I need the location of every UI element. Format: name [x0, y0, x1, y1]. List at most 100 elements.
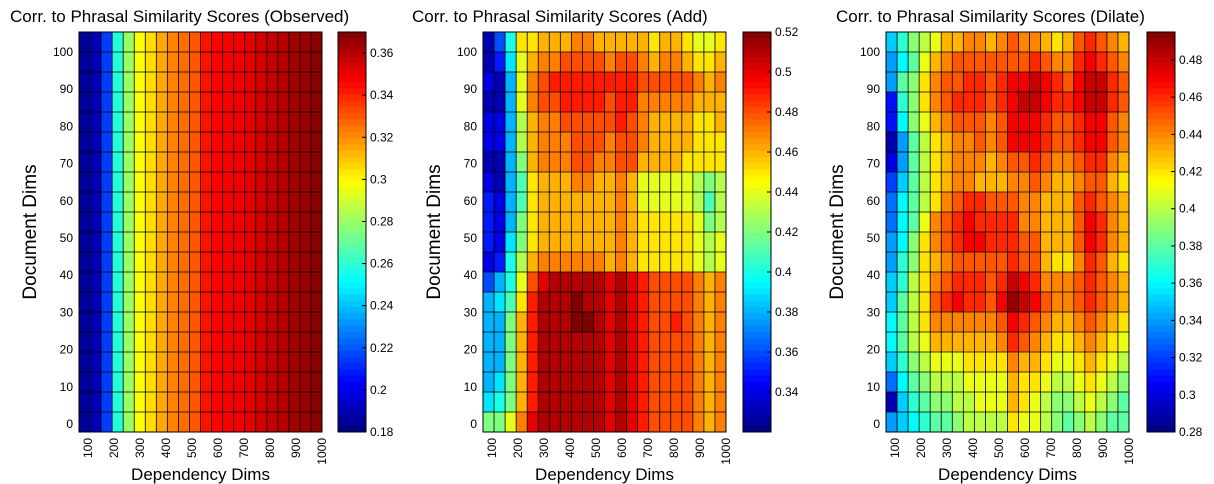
heatmap-cell: [582, 132, 594, 153]
heatmap-cell: [90, 52, 102, 73]
colorbar-tick-label: 0.48: [775, 105, 799, 119]
heatmap-cell: [560, 212, 572, 233]
heatmap-cell: [571, 312, 583, 333]
colorbar-band: [338, 269, 366, 277]
heatmap-cell: [593, 232, 605, 253]
heatmap-cell: [277, 372, 290, 393]
heatmap-cell: [930, 132, 942, 153]
y-tick-label: 100: [860, 45, 880, 59]
heatmap-cell: [79, 372, 91, 393]
heatmap-cell: [919, 272, 931, 293]
heatmap-cell: [1106, 92, 1119, 113]
heatmap-cell: [886, 412, 898, 433]
heatmap-cell: [266, 192, 279, 213]
heatmap-cell: [637, 192, 650, 213]
heatmap-cell: [134, 232, 146, 253]
heatmap-cell: [637, 152, 650, 173]
heatmap-cell: [714, 252, 727, 273]
colorbar-band: [338, 419, 366, 427]
heatmap-cell: [222, 272, 235, 293]
heatmap-cell: [288, 312, 301, 333]
heatmap-cell: [233, 72, 246, 93]
heatmap-cell: [266, 292, 279, 313]
chart-title: Corr. to Phrasal Similarity Scores (Add): [412, 7, 708, 26]
heatmap-cell: [123, 372, 135, 393]
heatmap-cell: [156, 212, 168, 233]
heatmap-cell: [974, 172, 986, 193]
heatmap-cell: [670, 212, 683, 233]
heatmap-cell: [703, 212, 716, 233]
heatmap-cell: [244, 52, 257, 73]
heatmap-cell: [538, 312, 550, 333]
heatmap-cell: [90, 272, 102, 293]
heatmap-cell: [897, 172, 909, 193]
heatmap-cell: [527, 272, 539, 293]
heatmap-cell: [101, 52, 113, 73]
heatmap-cell: [670, 272, 683, 293]
heatmap-cell: [134, 172, 146, 193]
heatmap-cell: [178, 212, 190, 233]
heatmap-cell: [494, 412, 506, 433]
heatmap-cell: [494, 352, 506, 373]
heatmap-cell: [560, 32, 572, 53]
heatmap-cell: [648, 412, 661, 433]
colorbar-tick-label: 0.42: [775, 225, 799, 239]
heatmap-cell: [604, 152, 616, 173]
heatmap-cell: [288, 412, 301, 433]
heatmap-cell: [626, 372, 639, 393]
heatmap-cell: [952, 372, 964, 393]
heatmap-cell: [299, 32, 312, 53]
heatmap-cell: [1007, 372, 1019, 393]
heatmap-cell: [593, 212, 605, 233]
heatmap-cell: [266, 272, 279, 293]
heatmap-cell: [266, 392, 279, 413]
heatmap-cell: [886, 192, 898, 213]
heatmap-cell: [985, 212, 997, 233]
heatmap-cell: [1073, 272, 1086, 293]
colorbar-band: [338, 38, 366, 45]
heatmap-cell: [952, 92, 964, 113]
heatmap-cell: [123, 352, 135, 373]
heatmap-cell: [222, 112, 235, 133]
heatmap-cell: [571, 372, 583, 393]
heatmap-cell: [1018, 292, 1030, 313]
heatmap-cell: [1051, 172, 1064, 193]
heatmap-cell: [299, 212, 312, 233]
colorbar-band: [338, 344, 366, 352]
heatmap-cell: [615, 172, 627, 193]
heatmap-cell: [516, 212, 528, 233]
heatmap-cell: [494, 372, 506, 393]
heatmap-cell: [145, 272, 157, 293]
heatmap-cell: [222, 252, 235, 273]
heatmap-cell: [897, 372, 909, 393]
heatmap-cell: [963, 412, 975, 433]
heatmap-cell: [703, 92, 716, 113]
heatmap-cell: [952, 52, 964, 73]
y-tick-label: 80: [60, 119, 74, 133]
heatmap-cell: [244, 412, 257, 433]
colorbar-band: [338, 294, 366, 302]
heatmap-cell: [919, 132, 931, 153]
heatmap-cell: [593, 412, 605, 433]
x-tick-label: 800: [667, 438, 681, 458]
colorbar-band: [338, 182, 366, 189]
heatmap-cell: [615, 312, 627, 333]
heatmap-cell: [549, 372, 561, 393]
heatmap-cell: [974, 132, 986, 153]
heatmap-cells: [482, 31, 727, 433]
heatmap-cell: [1095, 252, 1108, 273]
heatmap-cell: [516, 172, 528, 193]
heatmap-cell: [516, 52, 528, 73]
heatmap-cell: [963, 212, 975, 233]
heatmap-cell: [167, 412, 179, 433]
heatmap-cell: [494, 392, 506, 413]
heatmap-cell: [310, 72, 323, 93]
colorbar-band: [338, 257, 366, 264]
heatmap-cell: [222, 72, 235, 93]
heatmap-cell: [897, 352, 909, 373]
heatmap-cell: [277, 32, 290, 53]
heatmap-cell: [648, 232, 661, 253]
heatmap-cell: [703, 352, 716, 373]
heatmap-cell: [692, 192, 705, 213]
